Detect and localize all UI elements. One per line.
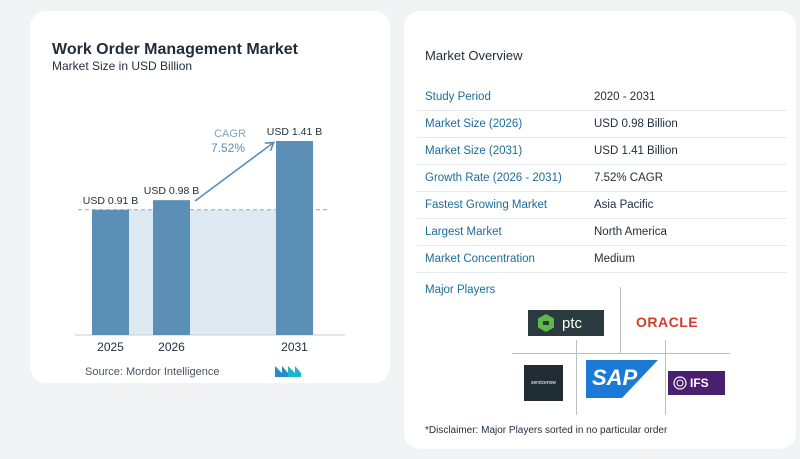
overview-row: Largest Market North America bbox=[417, 219, 787, 246]
overview-title: Market Overview bbox=[425, 48, 523, 63]
chart-subtitle: Market Size in USD Billion bbox=[52, 59, 193, 73]
mordor-logo-icon bbox=[275, 366, 301, 377]
overview-row-label: Market Size (2026) bbox=[425, 118, 523, 130]
x-tick-label: 2026 bbox=[158, 340, 185, 354]
overview-row-value: Asia Pacific bbox=[594, 199, 654, 211]
overview-row: Fastest Growing Market Asia Pacific bbox=[417, 192, 787, 219]
major-players-title: Major Players bbox=[425, 284, 496, 296]
ptc-logo: ptc bbox=[528, 310, 604, 336]
oracle-logo: ORACLE bbox=[636, 314, 699, 330]
sap-logo: SAP bbox=[586, 360, 658, 398]
bar-value-label: USD 0.98 B bbox=[144, 185, 199, 197]
disclaimer: *Disclaimer: Major Players sorted in no … bbox=[425, 425, 668, 436]
overview-row: Study Period 2020 - 2031 bbox=[417, 84, 787, 111]
ptc-logo-text: ptc bbox=[562, 314, 583, 332]
overview-row-label: Market Size (2031) bbox=[425, 145, 523, 157]
overview-row-value: North America bbox=[594, 226, 667, 238]
bar-value-label: USD 0.91 B bbox=[83, 195, 138, 207]
grid-divider bbox=[620, 287, 621, 353]
overview-row: Market Concentration Medium bbox=[417, 246, 787, 273]
sap-shape-icon bbox=[586, 360, 658, 398]
bar-chart: USD 0.91 B USD 0.98 B USD 1.41 B 2025 2026 2… bbox=[75, 126, 345, 354]
bar-2026 bbox=[153, 200, 190, 335]
overview-row-value: USD 1.41 Billion bbox=[594, 145, 678, 157]
overview-row-value: Medium bbox=[594, 253, 635, 265]
overview-row-label: Largest Market bbox=[425, 226, 502, 238]
overview-row-value: 2020 - 2031 bbox=[594, 91, 656, 103]
sap-logo-text: SAP bbox=[592, 365, 638, 390]
bar-2031 bbox=[276, 140, 313, 335]
ifs-mark-icon bbox=[673, 376, 687, 390]
cagr-value: 7.52% bbox=[211, 141, 245, 155]
x-tick-label: 2031 bbox=[281, 340, 308, 354]
cagr-arrow bbox=[194, 143, 273, 202]
x-tick-label: 2025 bbox=[97, 340, 124, 354]
overview-row-label: Study Period bbox=[425, 91, 491, 103]
servicenow-logo-text: servicenow bbox=[530, 380, 556, 386]
overview-row-label: Market Concentration bbox=[425, 253, 535, 265]
bar-value-label: USD 1.41 B bbox=[267, 126, 322, 138]
bar-2025 bbox=[92, 209, 129, 335]
ifs-logo: IFS bbox=[668, 371, 725, 395]
overview-row: Market Size (2026) USD 0.98 Billion bbox=[417, 111, 787, 138]
chart-title: Work Order Management Market bbox=[52, 41, 298, 58]
overview-row-value: 7.52% CAGR bbox=[594, 172, 664, 184]
ptc-mark-icon bbox=[538, 314, 554, 332]
ifs-logo-text: IFS bbox=[690, 376, 709, 390]
overview-row: Growth Rate (2026 - 2031) 7.52% CAGR bbox=[417, 165, 787, 192]
overview-row-label: Growth Rate (2026 - 2031) bbox=[425, 172, 562, 184]
cagr-label: CAGR bbox=[214, 128, 246, 140]
grid-divider bbox=[512, 353, 730, 354]
source-note: Source: Mordor Intelligence bbox=[85, 366, 220, 378]
overview-row-value: USD 0.98 Billion bbox=[594, 118, 678, 130]
servicenow-logo: servicenow bbox=[524, 365, 563, 401]
grid-divider bbox=[576, 340, 577, 415]
overview-row-label: Fastest Growing Market bbox=[425, 199, 548, 211]
overview-row: Market Size (2031) USD 1.41 Billion bbox=[417, 138, 787, 165]
grid-divider bbox=[665, 340, 666, 415]
